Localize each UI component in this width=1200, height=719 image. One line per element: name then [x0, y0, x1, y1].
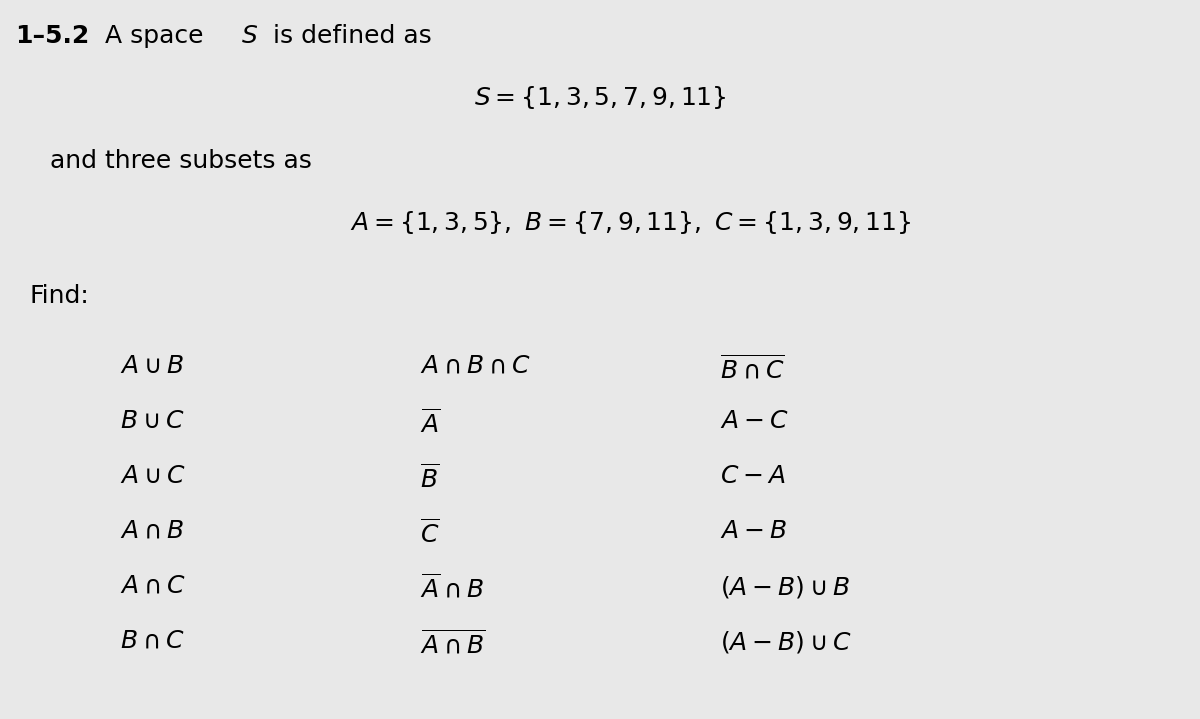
Text: $A \cap B \cap C$: $A \cap B \cap C$: [420, 354, 532, 378]
Text: Find:: Find:: [30, 284, 90, 308]
Text: $A \cap B$: $A \cap B$: [120, 519, 184, 543]
Text: $A - B$: $A - B$: [720, 519, 787, 543]
Text: $S = \{1, 3, 5, 7, 9, 11\}$: $S = \{1, 3, 5, 7, 9, 11\}$: [474, 84, 726, 111]
Text: $\overline{B \cap C}$: $\overline{B \cap C}$: [720, 354, 785, 383]
Text: $B \cup C$: $B \cup C$: [120, 409, 185, 433]
Text: $A \cup C$: $A \cup C$: [120, 464, 186, 488]
Text: and three subsets as: and three subsets as: [50, 149, 312, 173]
Text: $A \cap C$: $A \cap C$: [120, 574, 186, 598]
Text: $\overline{B}$: $\overline{B}$: [420, 464, 439, 493]
Text: S: S: [242, 24, 258, 48]
Text: $\overline{A} \cap B$: $\overline{A} \cap B$: [420, 574, 484, 602]
Text: $B \cap C$: $B \cap C$: [120, 629, 185, 653]
Text: 1–5.2: 1–5.2: [14, 24, 89, 48]
Text: is defined as: is defined as: [265, 24, 432, 48]
Text: $(A - B) \cup C$: $(A - B) \cup C$: [720, 629, 852, 655]
Text: $A - C$: $A - C$: [720, 409, 788, 433]
Text: $A \cup B$: $A \cup B$: [120, 354, 184, 378]
Text: $A = \{1, 3, 5\},\ B = \{7, 9, 11\},\ C = \{1, 3, 9, 11\}$: $A = \{1, 3, 5\},\ B = \{7, 9, 11\},\ C …: [350, 209, 912, 236]
Text: $\overline{A \cap B}$: $\overline{A \cap B}$: [420, 629, 486, 658]
Text: $\overline{C}$: $\overline{C}$: [420, 519, 439, 548]
Text: $C - A$: $C - A$: [720, 464, 786, 488]
Text: $(A - B) \cup B$: $(A - B) \cup B$: [720, 574, 850, 600]
Text: A space: A space: [106, 24, 211, 48]
Text: $\overline{A}$: $\overline{A}$: [420, 409, 440, 438]
